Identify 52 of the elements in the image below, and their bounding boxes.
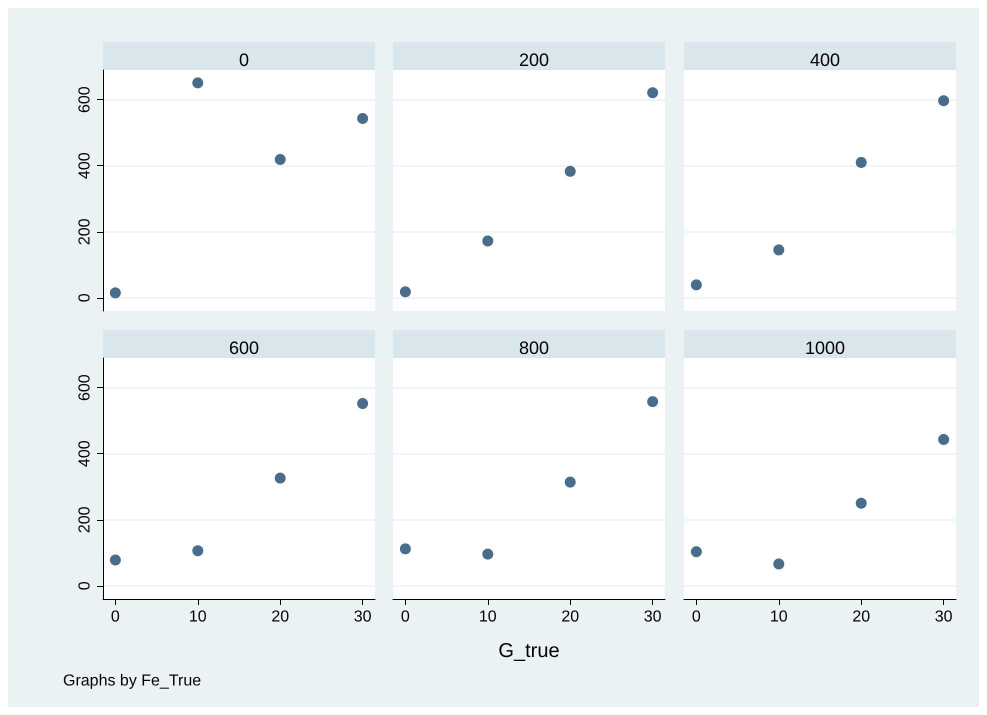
y-tick-label: 0: [76, 293, 94, 302]
x-tick-label: 0: [110, 608, 120, 626]
x-tick-label: 10: [770, 608, 788, 626]
point: [690, 279, 702, 290]
y-tick-label: 600: [76, 86, 94, 114]
point: [647, 396, 658, 408]
point: [690, 546, 702, 558]
point: [564, 166, 576, 177]
point: [773, 244, 784, 256]
x-tick-label: 30: [354, 608, 372, 626]
point: [192, 77, 204, 88]
point: [110, 554, 121, 566]
y-tick-label: 200: [76, 218, 94, 246]
point: [773, 558, 784, 570]
point: [274, 472, 286, 484]
chart-title: 800: [518, 338, 550, 358]
y-tick-label: 600: [76, 374, 94, 402]
point: [564, 476, 576, 488]
point: [274, 154, 286, 165]
point: [400, 286, 411, 298]
x-tick-label: 20: [852, 608, 870, 626]
x-tick-label: 10: [478, 608, 497, 626]
point: [400, 543, 411, 554]
chart-title: 200: [518, 50, 550, 70]
x-tick-label: 30: [644, 608, 662, 626]
point: [482, 236, 494, 247]
x-tick-label: 20: [561, 608, 580, 626]
x-tick-label: 30: [934, 608, 953, 626]
point: [357, 113, 368, 124]
point: [192, 545, 204, 556]
x-tick-label: 10: [188, 608, 207, 626]
point: [856, 156, 867, 168]
point: [938, 95, 950, 106]
text: Graphs by Fe_True: [63, 672, 202, 690]
x-axis-title: G_true: [498, 640, 560, 662]
x-tick-label: 0: [400, 608, 410, 626]
chart-title: 0: [238, 50, 250, 70]
point: [938, 434, 950, 446]
point: [110, 287, 121, 298]
point: [647, 87, 658, 98]
point: [357, 398, 368, 410]
x-tick-label: 0: [692, 608, 701, 626]
y-tick-label: 400: [76, 152, 94, 180]
x-tick-label: 20: [271, 608, 290, 626]
y-tick-label: 400: [76, 440, 94, 468]
point: [856, 498, 867, 509]
chart-title: 400: [810, 50, 840, 70]
point: [482, 548, 494, 560]
chart-title: 600: [228, 338, 260, 358]
y-tick-label: 200: [76, 506, 94, 534]
chart-title: 1000: [804, 338, 846, 358]
y-tick-label: 0: [76, 581, 94, 590]
